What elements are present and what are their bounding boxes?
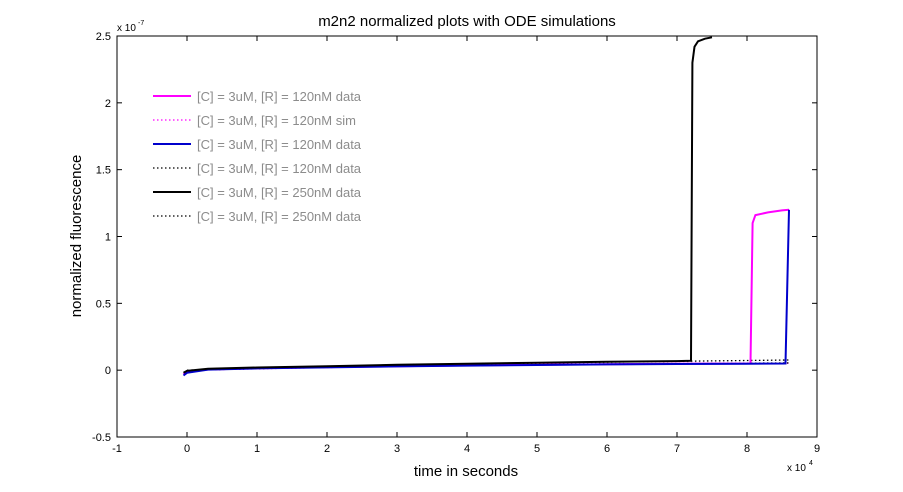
x-axis-label: time in seconds <box>414 463 518 480</box>
x-tick-label: 1 <box>254 443 260 455</box>
y-tick-label: 2.5 <box>96 31 111 43</box>
y-tick-label: 0.5 <box>96 298 111 310</box>
x-tick-label: 5 <box>534 443 540 455</box>
x-tick-label: 8 <box>744 443 750 455</box>
x-tick-label: 2 <box>324 443 330 455</box>
legend-label: [C] = 3uM, [R] = 120nM data <box>197 89 362 104</box>
x-tick-label: 4 <box>464 443 470 455</box>
y-axis-label: normalized fluorescence <box>68 155 85 318</box>
y-tick-label: -0.5 <box>92 432 111 444</box>
x-tick-label: -1 <box>112 443 122 455</box>
y-tick-label: 2 <box>105 98 111 110</box>
x-tick-label: 0 <box>184 443 190 455</box>
legend-label: [C] = 3uM, [R] = 250nM data <box>197 185 362 200</box>
series-line-5 <box>183 36 713 374</box>
x-axis-ticks: -1 0 1 2 3 4 5 6 7 8 9 <box>112 36 820 455</box>
legend: [C] = 3uM, [R] = 120nM data [C] = 3uM, [R… <box>153 89 362 224</box>
y-multiplier: x 10 -7 <box>117 20 144 34</box>
x-multiplier-exponent: 4 <box>809 460 813 467</box>
y-axis-ticks: -0.5 0 0.5 1 1.5 2 2.5 <box>92 31 817 444</box>
chart-title: m2n2 normalized plots with ODE simulatio… <box>318 13 616 30</box>
x-multiplier: x 10 4 <box>787 460 813 474</box>
y-tick-label: 1.5 <box>96 165 111 177</box>
x-tick-label: 9 <box>814 443 820 455</box>
legend-label: [C] = 3uM, [R] = 120nM data <box>197 137 362 152</box>
plot-area <box>116 35 818 438</box>
y-multiplier-base: x 10 <box>117 23 136 34</box>
legend-label: [C] = 3uM, [R] = 120nM data <box>197 161 362 176</box>
legend-label: [C] = 3uM, [R] = 250nM data <box>197 209 362 224</box>
x-tick-label: 3 <box>394 443 400 455</box>
y-tick-label: 0 <box>105 365 111 377</box>
x-tick-label: 6 <box>604 443 610 455</box>
y-tick-label: 1 <box>105 232 111 244</box>
y-multiplier-exponent: -7 <box>138 20 144 27</box>
x-multiplier-base: x 10 <box>787 463 806 474</box>
x-tick-label: 7 <box>674 443 680 455</box>
legend-label: [C] = 3uM, [R] = 120nM sim <box>197 113 356 128</box>
series-layer <box>182 36 790 377</box>
